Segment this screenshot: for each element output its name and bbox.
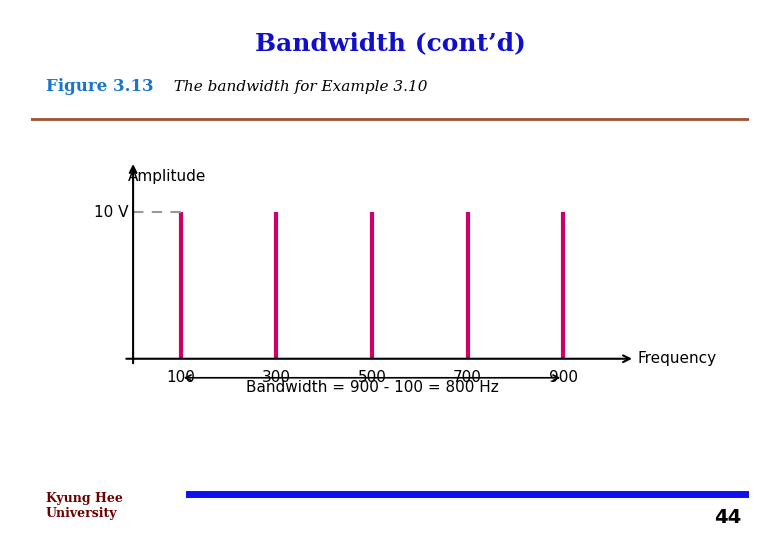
Text: Bandwidth = 900 - 100 = 800 Hz: Bandwidth = 900 - 100 = 800 Hz [246, 380, 498, 395]
Text: 10 V: 10 V [94, 205, 129, 220]
Text: 100: 100 [166, 370, 195, 386]
Text: 900: 900 [548, 370, 578, 386]
Text: 300: 300 [262, 370, 291, 386]
Text: 700: 700 [453, 370, 482, 386]
Text: The bandwidth for Example 3.10: The bandwidth for Example 3.10 [164, 79, 427, 93]
Text: 44: 44 [714, 508, 742, 527]
Text: Kyung Hee
University: Kyung Hee University [45, 492, 122, 520]
Text: 500: 500 [357, 370, 386, 386]
Text: Figure 3.13: Figure 3.13 [45, 78, 153, 95]
Text: Bandwidth (cont’d): Bandwidth (cont’d) [254, 31, 526, 55]
Text: Amplitude: Amplitude [129, 168, 207, 184]
Text: Frequency: Frequency [637, 351, 716, 366]
